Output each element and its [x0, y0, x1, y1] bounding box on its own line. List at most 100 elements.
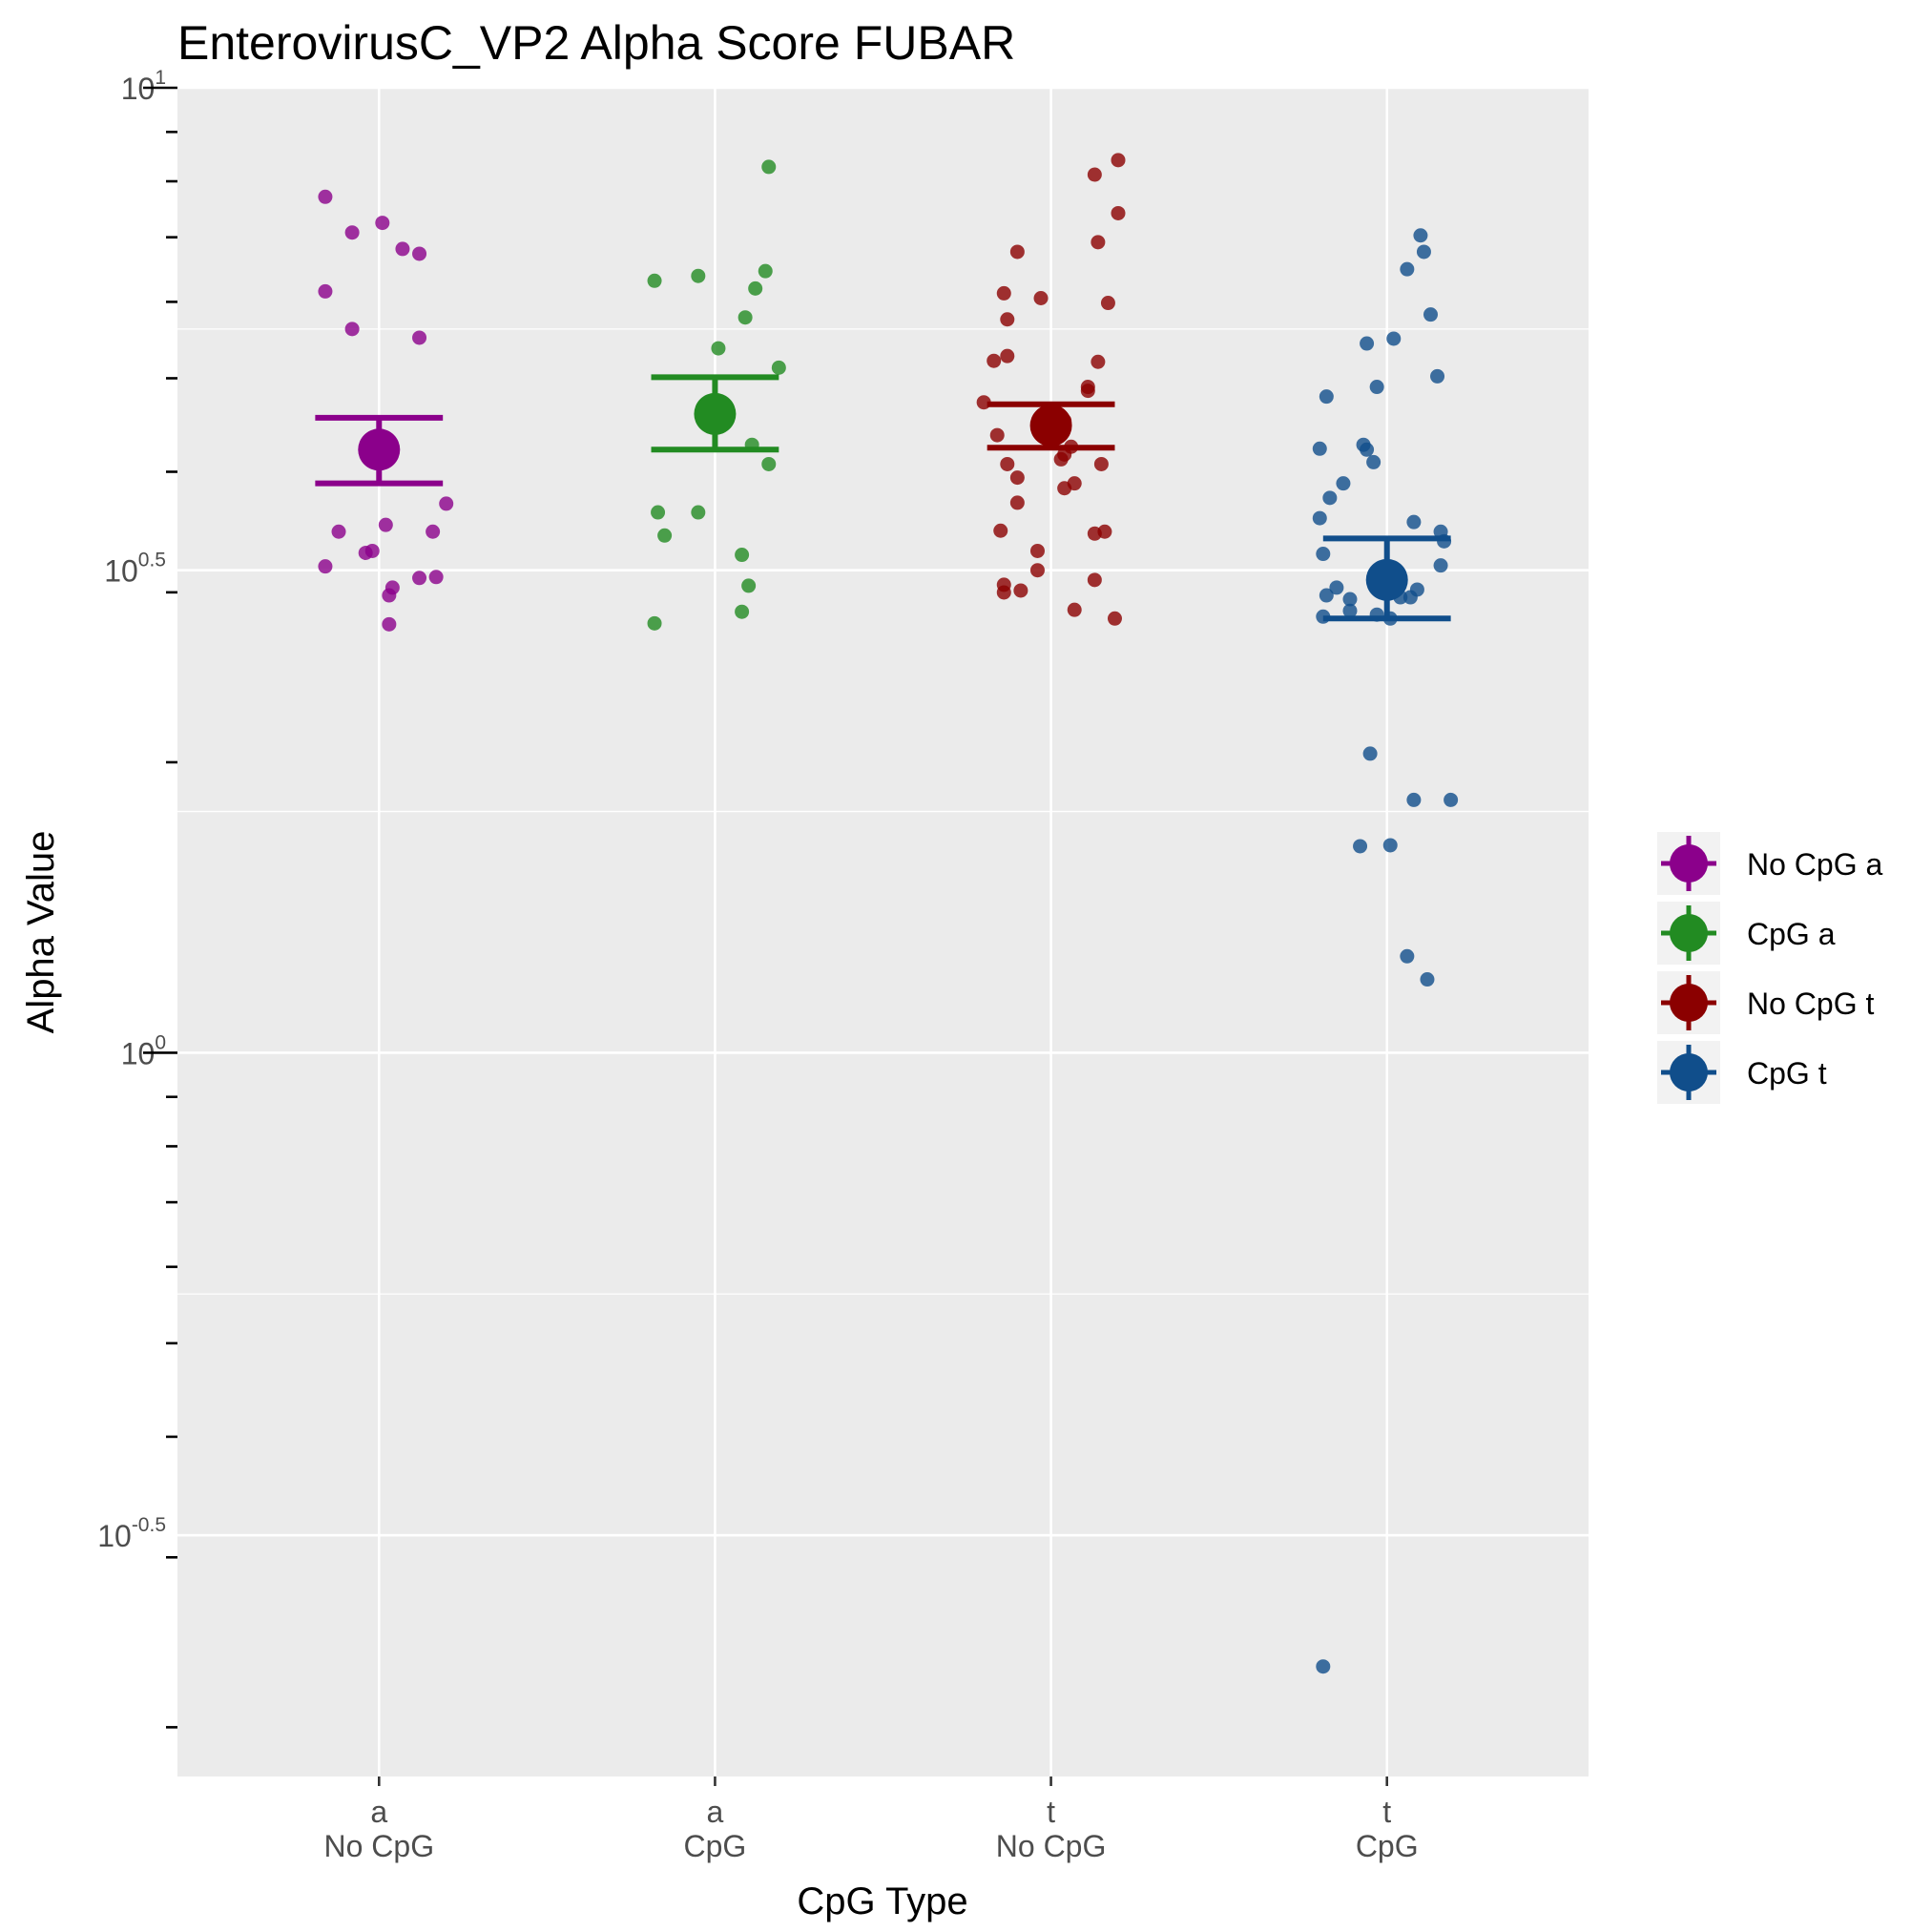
data-point	[378, 517, 393, 532]
data-point	[1009, 244, 1025, 260]
data-point	[1430, 368, 1445, 384]
data-point	[412, 330, 427, 345]
data-point	[364, 543, 380, 558]
data-point	[1369, 380, 1384, 395]
data-point	[344, 322, 360, 337]
data-point	[1053, 451, 1069, 467]
data-point	[1029, 563, 1045, 578]
data-point	[1336, 476, 1351, 491]
y-tick-label: 10-0.5	[97, 1514, 166, 1553]
data-point	[989, 427, 1005, 443]
data-point	[1087, 167, 1102, 182]
data-point	[1406, 792, 1422, 807]
data-point	[748, 280, 763, 296]
y-axis-title: Alpha Value	[20, 831, 62, 1034]
data-point	[1312, 441, 1327, 456]
legend-label: No CpG a	[1747, 847, 1882, 882]
data-point	[1413, 228, 1428, 243]
data-point	[1087, 526, 1102, 541]
data-point	[344, 225, 360, 240]
legend-key-point	[1670, 844, 1708, 883]
data-point	[1111, 153, 1126, 168]
data-point	[1107, 611, 1122, 626]
data-point	[1111, 205, 1126, 220]
data-point	[657, 528, 673, 543]
data-point	[761, 456, 777, 471]
data-point	[1366, 454, 1381, 469]
data-point	[1319, 389, 1334, 405]
data-point	[651, 505, 666, 520]
data-point	[1423, 307, 1438, 322]
data-point	[761, 159, 777, 175]
data-point	[426, 524, 441, 539]
data-point	[1087, 572, 1102, 588]
x-tick-label: a	[707, 1795, 724, 1829]
data-point	[318, 283, 333, 299]
legend-label: CpG t	[1747, 1056, 1827, 1091]
data-point	[1444, 792, 1459, 807]
data-point	[318, 559, 333, 574]
data-point	[1400, 948, 1415, 964]
data-point	[331, 524, 346, 539]
data-point	[1000, 348, 1015, 364]
data-point	[735, 548, 750, 563]
data-point	[1029, 543, 1045, 558]
data-point	[1033, 290, 1049, 305]
data-point	[691, 505, 706, 520]
data-point	[1386, 331, 1402, 346]
data-point	[412, 571, 427, 586]
data-point	[996, 585, 1011, 600]
data-point	[1319, 588, 1334, 603]
data-point	[647, 615, 662, 631]
data-point	[382, 588, 397, 603]
x-axis-title: CpG Type	[797, 1880, 967, 1922]
data-point	[1329, 580, 1344, 595]
data-point	[996, 285, 1011, 301]
legend-key-point	[1670, 1053, 1708, 1091]
x-tick-label: No CpG	[996, 1829, 1107, 1863]
legend-key-point	[1670, 984, 1708, 1022]
data-point	[758, 263, 773, 279]
data-point	[395, 241, 410, 257]
data-point	[1316, 547, 1331, 562]
data-point	[382, 616, 397, 632]
data-point	[1416, 244, 1431, 260]
data-point	[1342, 592, 1358, 607]
data-point	[1100, 296, 1115, 311]
data-point	[1316, 1659, 1331, 1674]
data-point	[1091, 354, 1106, 369]
data-point	[375, 216, 390, 231]
y-tick-label: 100.5	[104, 550, 166, 589]
legend-key-point	[1670, 914, 1708, 952]
y-tick-label: 100	[121, 1031, 166, 1070]
data-point	[1057, 481, 1072, 496]
data-point	[1080, 384, 1095, 399]
mean-point	[1365, 558, 1408, 601]
data-point	[1400, 261, 1415, 277]
data-point	[1433, 558, 1448, 573]
major-gridlines	[177, 86, 1589, 1776]
data-point	[1360, 442, 1375, 457]
data-point	[1013, 583, 1028, 598]
data-point	[1009, 470, 1025, 486]
data-point	[691, 268, 706, 283]
mean-point	[1029, 405, 1072, 447]
data-point	[428, 570, 444, 585]
data-point	[1000, 312, 1015, 327]
x-tick-label: a	[370, 1795, 387, 1829]
data-point	[1353, 839, 1368, 854]
data-point	[1312, 510, 1327, 526]
chart-title: EnterovirusC_VP2 Alpha Score FUBAR	[177, 16, 1015, 70]
data-point	[711, 341, 726, 356]
x-tick-label: t	[1047, 1795, 1055, 1829]
data-point	[1342, 603, 1358, 618]
data-point	[439, 496, 454, 511]
x-tick-label: t	[1382, 1795, 1391, 1829]
data-point	[737, 310, 753, 325]
mean-point	[358, 428, 401, 471]
data-point	[1360, 336, 1375, 351]
data-point	[1093, 456, 1109, 471]
data-point	[1322, 490, 1338, 506]
